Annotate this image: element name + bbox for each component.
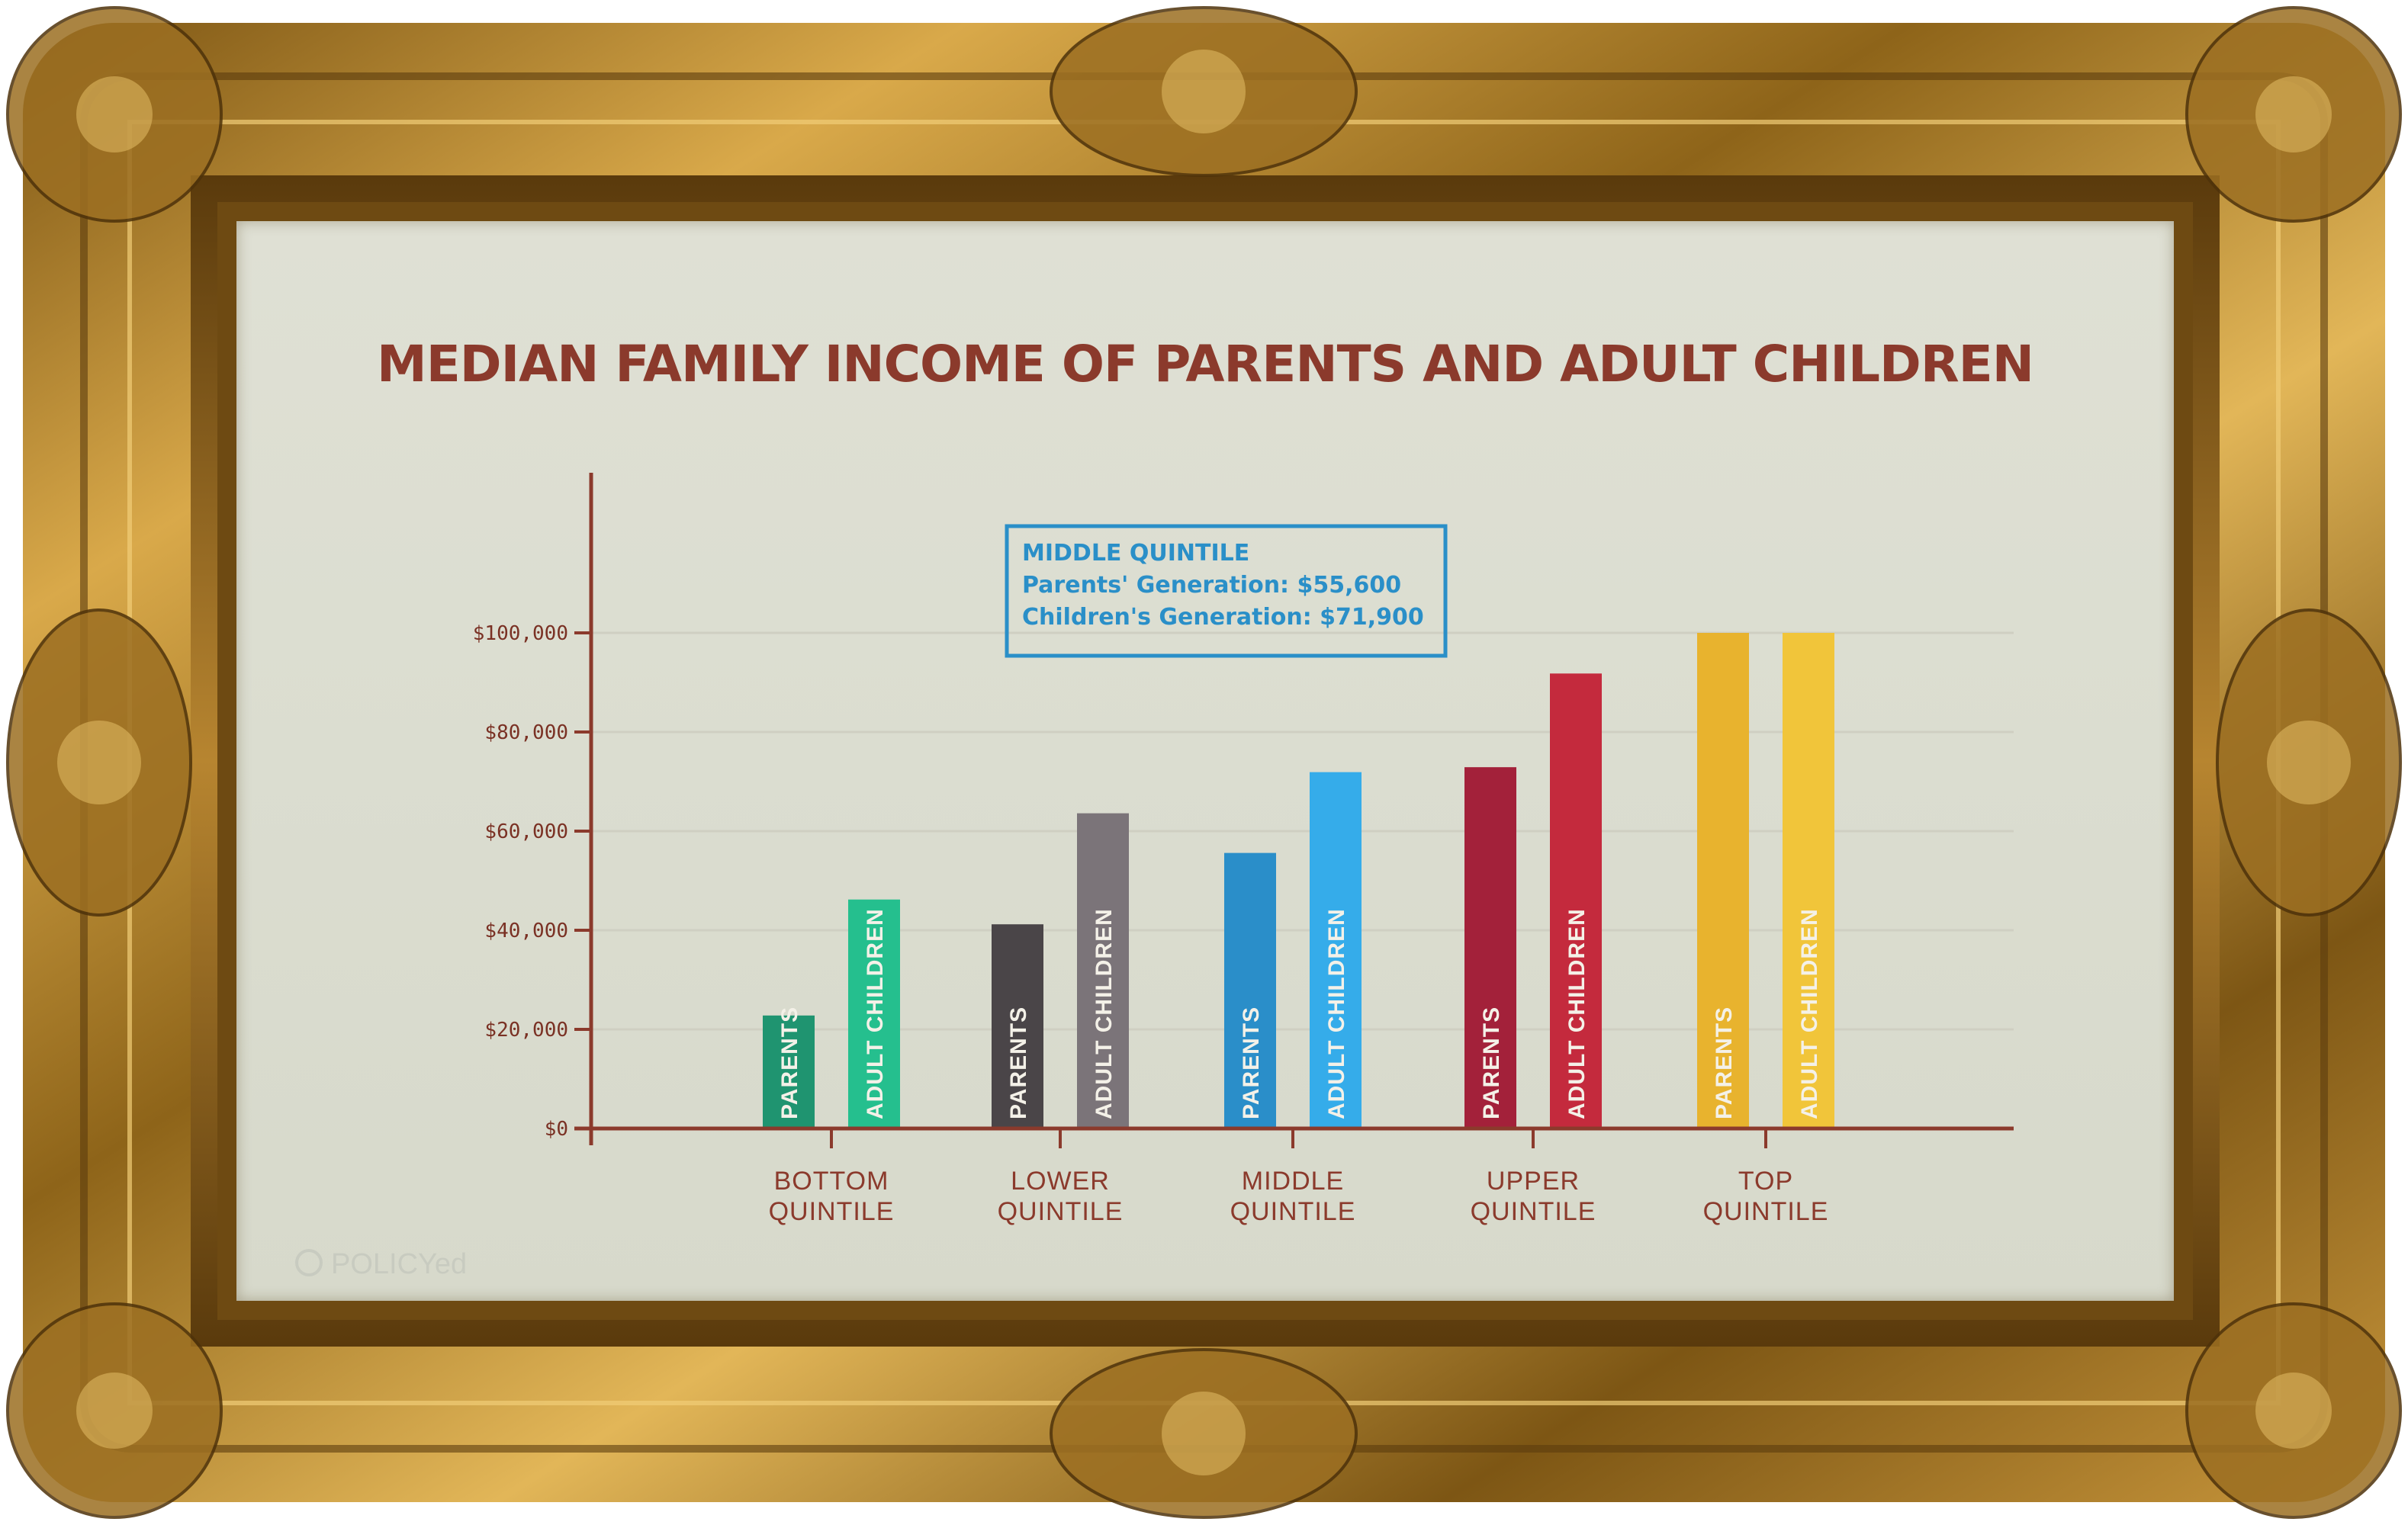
bar-parents [1224, 852, 1276, 1128]
bar-label: PARENTS [1239, 1006, 1264, 1119]
category-label: TOP [1738, 1167, 1793, 1196]
annotation-box: MIDDLE QUINTILE Parents' Generation: $55,… [1005, 524, 1448, 658]
logo-text: POLICYed [331, 1248, 467, 1280]
bar-label: ADULT CHILDREN [863, 908, 888, 1119]
category-label: LOWER [1011, 1167, 1110, 1196]
bar-label: PARENTS [777, 1006, 802, 1119]
category-label: QUINTILE [1471, 1197, 1596, 1226]
annotation-line: Parents' Generation: $55,600 [1022, 572, 1401, 599]
annotation-line: MIDDLE QUINTILE [1022, 540, 1249, 567]
bar-parents [763, 1015, 815, 1128]
category-label: QUINTILE [1703, 1197, 1829, 1226]
category-label: MIDDLE [1242, 1167, 1344, 1196]
annotation-line: Children's Generation: $71,900 [1022, 604, 1424, 631]
y-tick-label: $80,000 [484, 721, 568, 744]
bar-parents [992, 924, 1043, 1128]
y-tick-label: $100,000 [473, 622, 568, 645]
bar-label: PARENTS [1712, 1006, 1737, 1119]
bar-adult-children [1310, 772, 1362, 1128]
y-tick-label: $0 [545, 1118, 568, 1141]
bar-adult-children [1783, 633, 1834, 1128]
bar-label: ADULT CHILDREN [1797, 908, 1822, 1119]
chart-title: MEDIAN FAMILY INCOME OF PARENTS AND ADUL… [377, 335, 2033, 393]
category-labels: BOTTOMQUINTILELOWERQUINTILEMIDDLEQUINTIL… [769, 1128, 1829, 1226]
y-tick-label: $60,000 [484, 820, 568, 843]
chart-panel: MEDIAN FAMILY INCOME OF PARENTS AND ADUL… [236, 221, 2174, 1301]
bar-adult-children [1077, 813, 1129, 1128]
lightbulb-icon [295, 1249, 323, 1276]
bar-parents [1464, 767, 1516, 1128]
y-tick-label: $20,000 [484, 1019, 568, 1042]
category-label: BOTTOM [774, 1167, 889, 1196]
category-label: QUINTILE [998, 1197, 1124, 1226]
bar-label: ADULT CHILDREN [1324, 908, 1349, 1119]
bar-label: ADULT CHILDREN [1091, 908, 1117, 1119]
y-axis-ticks: $0 $20,000 $40,000 $60,000 $80,000 $100,000 [473, 622, 591, 1141]
bars: PARENTS PARENTS PARENTS PARENTS PARENTS ADULT… [763, 633, 1834, 1128]
bar-label: PARENTS [1479, 1006, 1504, 1119]
bar-label: PARENTS [1006, 1006, 1031, 1119]
bar-adult-children [1550, 673, 1602, 1128]
category-label: QUINTILE [769, 1197, 895, 1226]
category-label: QUINTILE [1230, 1197, 1356, 1226]
bar-chart: MEDIAN FAMILY INCOME OF PARENTS AND ADUL… [295, 335, 2034, 1280]
bar-adult-children [848, 899, 900, 1128]
y-tick-label: $40,000 [484, 920, 568, 942]
grid-lines [591, 631, 2014, 1031]
category-label: UPPER [1487, 1167, 1580, 1196]
bar-label: ADULT CHILDREN [1564, 908, 1590, 1119]
bar-parents [1697, 633, 1749, 1128]
policyed-logo: POLICYed [295, 1248, 467, 1280]
annotation-border [1005, 524, 1448, 658]
